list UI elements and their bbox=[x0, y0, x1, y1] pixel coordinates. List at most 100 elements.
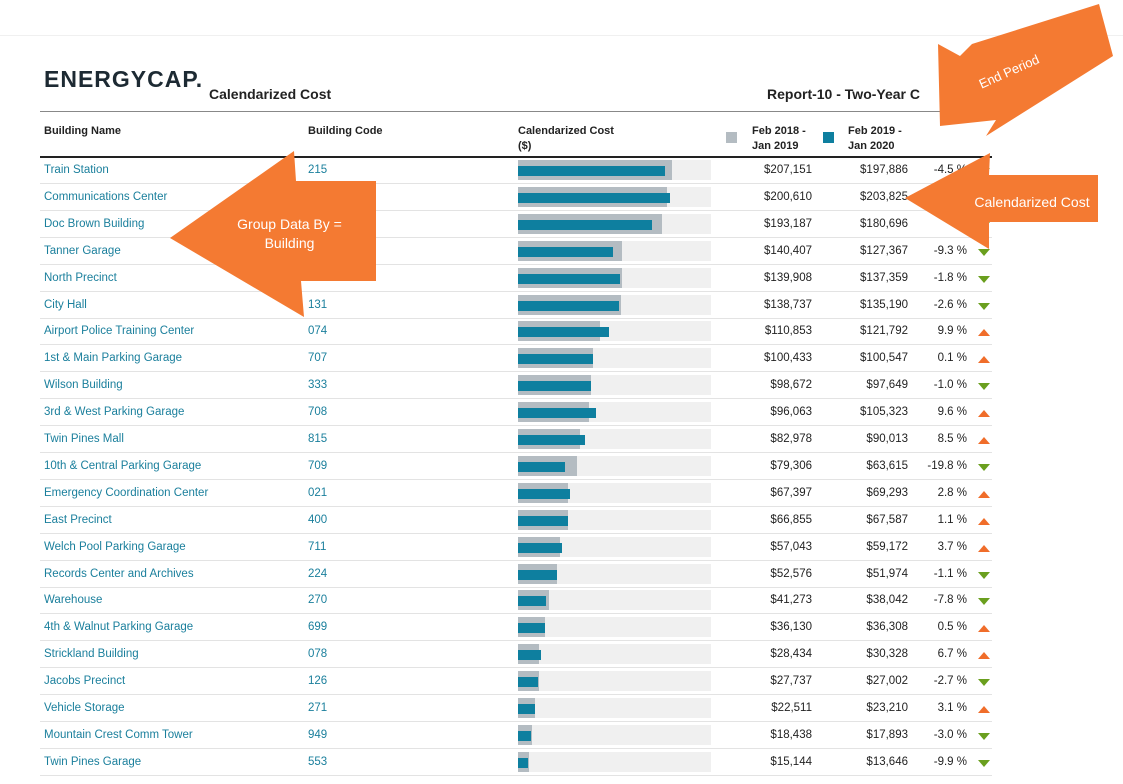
prev-period-cost: $79,306 bbox=[770, 459, 812, 472]
building-name-link[interactable]: Twin Pines Garage bbox=[44, 755, 142, 768]
building-name-link[interactable]: Welch Pool Parking Garage bbox=[44, 540, 186, 553]
building-name-link[interactable]: Twin Pines Mall bbox=[44, 433, 124, 445]
building-name-link[interactable]: City Hall bbox=[44, 298, 87, 311]
prev-period-cost: $140,407 bbox=[764, 244, 812, 257]
building-name-link[interactable]: Train Station bbox=[44, 164, 109, 176]
col-prev-period[interactable]: Feb 2018 - Jan 2019 bbox=[752, 124, 806, 154]
building-code-link[interactable]: 271 bbox=[308, 702, 328, 714]
table-row: Train Station 215 $207,151 $197,886 -4.5 % bbox=[40, 157, 992, 184]
curr-period-cost: $67,587 bbox=[866, 513, 908, 526]
building-code-link[interactable]: 131 bbox=[308, 298, 328, 311]
building-code-link[interactable]: 215 bbox=[308, 164, 328, 176]
curr-period-cost: $13,646 bbox=[866, 755, 908, 768]
building-name-link[interactable]: Airport Police Training Center bbox=[44, 325, 195, 338]
building-code-link[interactable]: 709 bbox=[308, 459, 328, 472]
building-name-link[interactable]: 4th & Walnut Parking Garage bbox=[44, 621, 194, 634]
bar-curr-period bbox=[518, 166, 666, 176]
prev-period-cost: $98,672 bbox=[770, 379, 812, 392]
curr-period-cost: $59,172 bbox=[866, 540, 908, 553]
trend-up-icon bbox=[978, 625, 990, 633]
building-code-link[interactable]: 711 bbox=[308, 540, 327, 553]
curr-period-cost: $135,190 bbox=[860, 298, 908, 311]
col-calendarized-cost[interactable]: Calendarized Cost ($) bbox=[518, 124, 614, 154]
building-code-link[interactable]: 553 bbox=[308, 755, 328, 768]
table-row: Tanner Garage $140,407 $127,367 -9.3 % bbox=[40, 238, 992, 265]
table-header-rule bbox=[40, 156, 992, 158]
building-code-link[interactable]: 699 bbox=[308, 621, 328, 634]
table-row: Wilson Building 333 $98,672 $97,649 -1.0 % bbox=[40, 372, 992, 400]
curr-period-line1: Feb 2019 - bbox=[848, 125, 902, 137]
curr-period-cost: $36,308 bbox=[866, 621, 908, 634]
prev-period-cost: $138,737 bbox=[764, 298, 812, 311]
building-name-link[interactable]: Warehouse bbox=[44, 594, 103, 607]
building-name-link[interactable]: Tanner Garage bbox=[44, 244, 121, 257]
table-row: Twin Pines Garage 553 $15,144 $13,646 -9.9 % bbox=[40, 749, 992, 776]
building-code-link[interactable]: 126 bbox=[308, 675, 328, 688]
percent-change: 9.9 % bbox=[937, 325, 967, 338]
table-row: Doc Brown Building $193,187 $180,696 bbox=[40, 211, 992, 238]
building-name-link[interactable]: 10th & Central Parking Garage bbox=[44, 459, 202, 472]
percent-change: -1.8 % bbox=[933, 271, 967, 284]
building-name-link[interactable]: Jacobs Precinct bbox=[44, 675, 126, 688]
building-code-link[interactable]: 815 bbox=[308, 433, 328, 445]
curr-period-cost: $121,792 bbox=[860, 325, 908, 338]
callout-end-period-label: End Period bbox=[976, 51, 1042, 92]
bar-track bbox=[518, 563, 711, 584]
building-name-link[interactable]: Wilson Building bbox=[44, 379, 123, 392]
curr-period-cost: $97,649 bbox=[866, 379, 908, 392]
legend-prev-swatch bbox=[726, 132, 737, 143]
building-name-link[interactable]: North Precinct bbox=[44, 271, 117, 284]
col-building-code[interactable]: Building Code bbox=[308, 125, 383, 137]
building-name-link[interactable]: 1st & Main Parking Garage bbox=[44, 352, 183, 365]
building-name-link[interactable]: Emergency Coordination Center bbox=[44, 486, 209, 499]
col-curr-period[interactable]: Feb 2019 - Jan 2020 bbox=[848, 124, 902, 154]
callout-group-by-label: Group Data By = Building bbox=[222, 215, 357, 253]
trend-up-icon bbox=[978, 410, 990, 418]
prev-period-cost: $82,978 bbox=[770, 433, 812, 445]
bar-curr-period bbox=[518, 515, 569, 526]
percent-change: -7.8 % bbox=[933, 594, 967, 607]
bar-curr-period bbox=[518, 757, 529, 768]
building-name-link[interactable]: Records Center and Archives bbox=[44, 567, 194, 580]
building-name-link[interactable]: Doc Brown Building bbox=[44, 217, 145, 230]
curr-period-cost: $69,293 bbox=[866, 486, 908, 499]
building-code-link[interactable]: 400 bbox=[308, 513, 328, 526]
building-code-link[interactable]: 708 bbox=[308, 406, 328, 419]
trend-down-icon bbox=[978, 383, 990, 391]
col-building-name[interactable]: Building Name bbox=[44, 125, 122, 137]
report-name: Calendarized Cost bbox=[209, 86, 332, 102]
trend-down-icon bbox=[978, 248, 990, 256]
bar-curr-period bbox=[518, 219, 653, 230]
building-name-link[interactable]: 3rd & West Parking Garage bbox=[44, 406, 185, 419]
building-code-link[interactable]: 224 bbox=[308, 567, 328, 580]
curr-period-cost: $203,825 bbox=[860, 190, 908, 203]
building-code-link[interactable]: 021 bbox=[308, 486, 328, 499]
prev-period-cost: $18,438 bbox=[770, 728, 812, 741]
curr-period-cost: $27,002 bbox=[866, 675, 908, 688]
building-name-link[interactable]: Strickland Building bbox=[44, 648, 139, 661]
table-row: 4th & Walnut Parking Garage 699 $36,130 $36… bbox=[40, 614, 992, 642]
building-name-link[interactable]: Mountain Crest Comm Tower bbox=[44, 728, 193, 741]
table-row: Communications Center $200,610 $203,825 bbox=[40, 184, 992, 211]
building-code-link[interactable]: 074 bbox=[308, 325, 328, 338]
building-name-link[interactable]: Vehicle Storage bbox=[44, 702, 125, 714]
trend-down-icon bbox=[978, 598, 990, 606]
prev-period-cost: $28,434 bbox=[770, 648, 812, 661]
building-code-link[interactable]: 270 bbox=[308, 594, 328, 607]
prev-period-cost: $52,576 bbox=[770, 567, 812, 580]
bar-curr-period bbox=[518, 408, 597, 419]
building-code-link[interactable]: 333 bbox=[308, 379, 328, 392]
building-code-link[interactable]: 707 bbox=[308, 352, 328, 365]
prev-period-cost: $27,737 bbox=[770, 675, 812, 688]
table-row: Warehouse 270 $41,273 $38,042 -7.8 % bbox=[40, 587, 992, 615]
table-row: 10th & Central Parking Garage 709 $79,306 $… bbox=[40, 453, 992, 480]
curr-period-cost: $105,323 bbox=[860, 406, 908, 419]
table-row: Strickland Building 078 $28,434 $30,328 6.7 … bbox=[40, 641, 992, 669]
curr-period-cost: $127,367 bbox=[860, 244, 908, 257]
callout-group-by-line2: Building bbox=[264, 235, 315, 251]
building-name-link[interactable]: Communications Center bbox=[44, 190, 168, 203]
building-name-link[interactable]: East Precinct bbox=[44, 513, 112, 526]
table-row: North Precinct $139,908 $137,359 -1.8 % bbox=[40, 265, 992, 292]
building-code-link[interactable]: 078 bbox=[308, 648, 328, 661]
building-code-link[interactable]: 949 bbox=[308, 728, 328, 741]
